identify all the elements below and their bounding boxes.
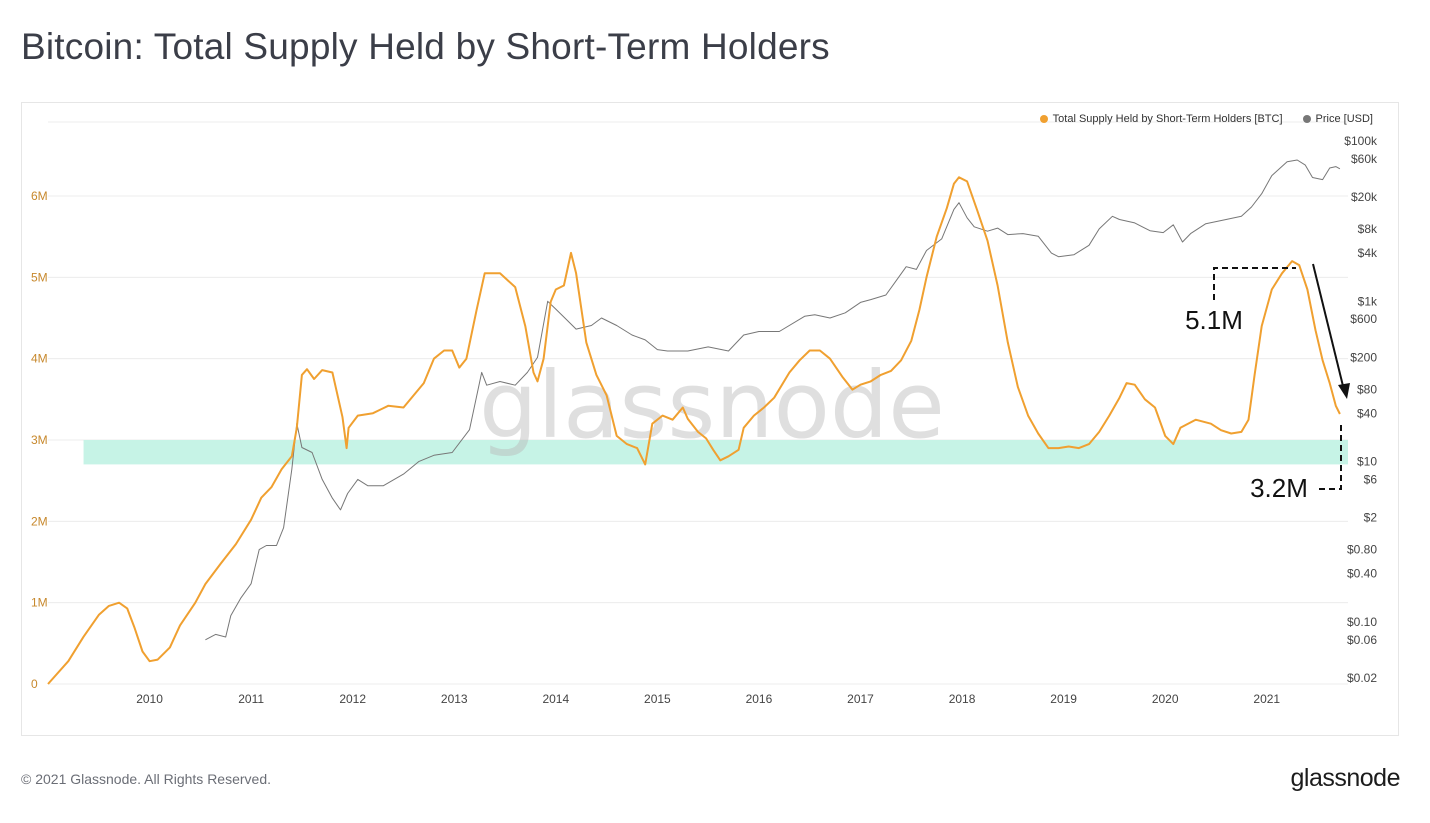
x-axis-ticks: 2010 2011 2012 2013 2014 2015 2016 2017 2018 2019… (136, 692, 1280, 706)
right-tick-label-1: $60k (1351, 152, 1378, 166)
right-tick-label-4: $4k (1358, 246, 1378, 260)
x-tick-label-2012: 2012 (339, 692, 366, 706)
annotation-5-1m-label: 5.1M (1185, 305, 1243, 335)
right-tick-label-5: $1k (1358, 294, 1378, 308)
right-tick-label-9: $40 (1357, 406, 1377, 420)
price-series-line (205, 159, 1341, 641)
chart-frame (21, 102, 1399, 736)
right-tick-label-7: $200 (1350, 350, 1377, 364)
legend-item-price[interactable]: Price [USD] (1302, 113, 1373, 125)
annotation-3-2m-bracket (1319, 425, 1342, 490)
x-tick-label-2013: 2013 (441, 692, 468, 706)
right-tick-label-12: $2 (1364, 511, 1378, 525)
right-tick-label-15: $0.10 (1347, 615, 1377, 629)
right-axis-ticks: $100k $60k $20k $8k $4k $1k $600 $200 $80 $40 $10 $… (1344, 134, 1378, 685)
right-tick-label-13: $0.80 (1347, 543, 1377, 557)
x-tick-label-2015: 2015 (644, 692, 671, 706)
right-tick-label-17: $0.02 (1347, 671, 1377, 685)
right-tick-label-16: $0.06 (1347, 633, 1377, 647)
copyright-footer: © 2021 Glassnode. All Rights Reserved. (21, 771, 272, 787)
legend-dot-supply (1039, 115, 1048, 123)
left-tick-label-0: 0 (31, 677, 38, 691)
legend-label-price: Price [USD] (1315, 113, 1373, 125)
annotation-3-2m-label: 3.2M (1250, 473, 1308, 503)
legend-item-supply[interactable]: Total Supply Held by Short-Term Holders … (1039, 113, 1283, 125)
legend-label-supply: Total Supply Held by Short-Term Holders … (1052, 113, 1283, 125)
page-title: Bitcoin: Total Supply Held by Short-Term… (21, 26, 830, 67)
right-tick-label-2: $20k (1351, 190, 1378, 204)
right-tick-label-3: $8k (1358, 222, 1378, 236)
annotations: 5.1M 3.2M (1185, 263, 1350, 503)
left-tick-label-3: 3M (31, 433, 48, 447)
right-tick-label-6: $600 (1350, 312, 1377, 326)
x-tick-label-2011: 2011 (238, 692, 264, 706)
right-tick-label-10: $10 (1357, 455, 1377, 469)
right-tick-label-8: $80 (1357, 382, 1377, 396)
chart-legend: Total Supply Held by Short-Term Holders … (1039, 113, 1373, 125)
left-tick-label-4: 4M (31, 352, 48, 366)
x-tick-label-2021: 2021 (1253, 692, 1280, 706)
x-tick-label-2016: 2016 (746, 692, 773, 706)
x-tick-label-2019: 2019 (1050, 692, 1077, 706)
left-tick-label-6: 6M (31, 189, 48, 203)
x-tick-label-2017: 2017 (847, 692, 874, 706)
annotation-arrow-head (1338, 383, 1350, 399)
legend-dot-price (1302, 115, 1311, 123)
supply-series-line (47, 176, 1341, 685)
right-tick-label-0: $100k (1344, 134, 1378, 148)
x-tick-label-2018: 2018 (949, 692, 976, 706)
annotation-5-1m-bracket (1213, 267, 1296, 300)
x-tick-label-2014: 2014 (542, 692, 569, 706)
left-axis-ticks: 0 1M 2M 3M 4M 5M 6M (31, 189, 48, 691)
annotation-trend-arrow (1312, 263, 1344, 387)
right-tick-label-11: $6 (1364, 472, 1378, 486)
brand-logo: glassnode (1290, 764, 1401, 792)
x-tick-label-2010: 2010 (136, 692, 163, 706)
left-tick-label-1: 1M (31, 596, 48, 610)
right-tick-label-14: $0.40 (1347, 567, 1377, 581)
left-tick-label-5: 5M (31, 270, 48, 284)
left-tick-label-2: 2M (31, 514, 48, 528)
watermark: glassnode (479, 352, 945, 459)
x-tick-label-2020: 2020 (1152, 692, 1179, 706)
